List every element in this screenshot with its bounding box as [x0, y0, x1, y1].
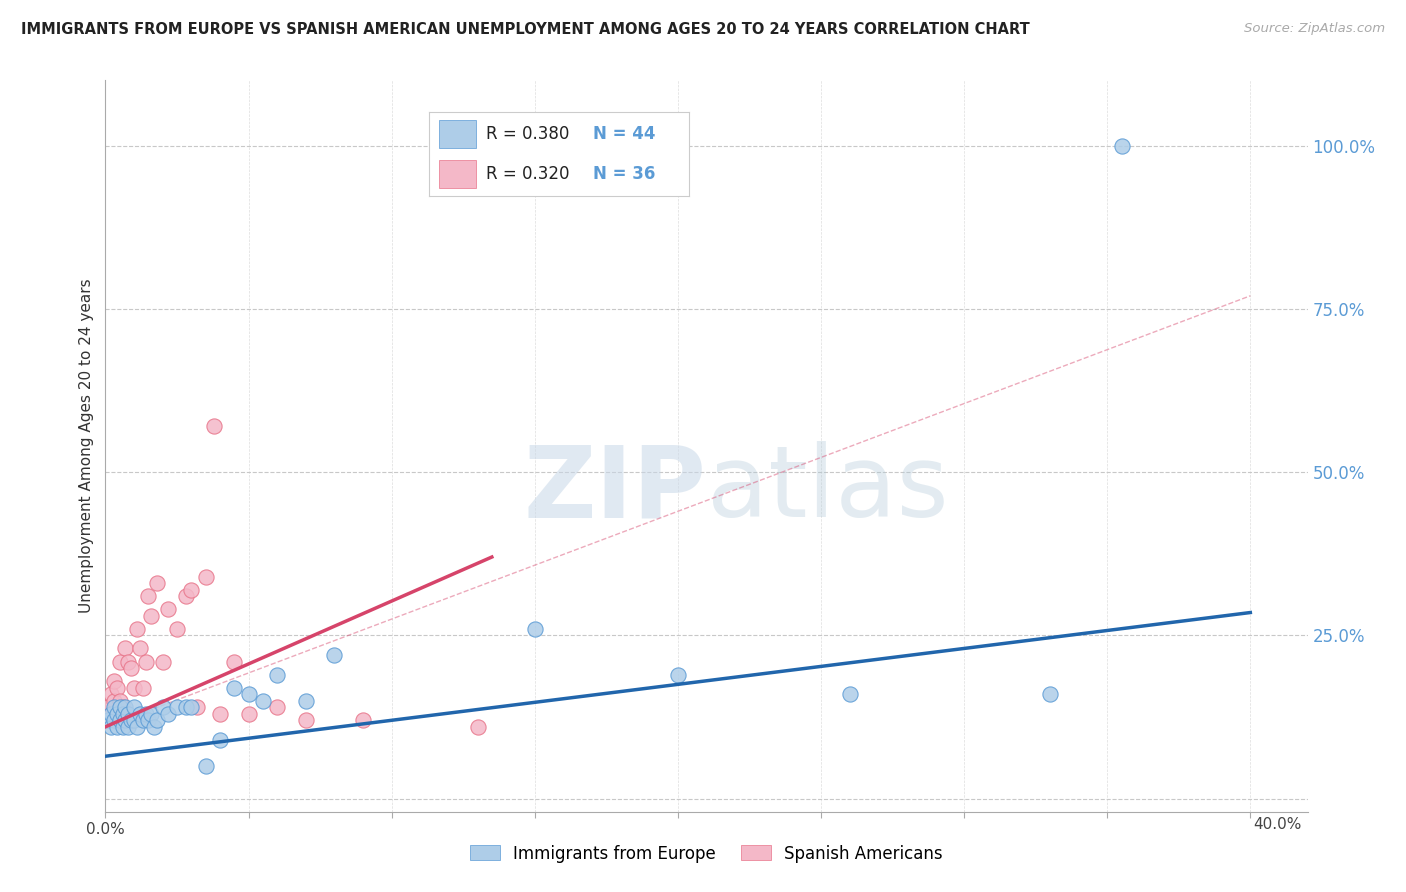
Point	[103, 694, 125, 708]
Point	[152, 655, 174, 669]
Point	[166, 700, 188, 714]
Point	[146, 576, 169, 591]
Point	[108, 700, 131, 714]
Point	[131, 714, 153, 728]
Point	[352, 714, 374, 728]
Point	[114, 641, 136, 656]
Point	[157, 706, 180, 721]
Point	[122, 714, 145, 728]
Point	[194, 759, 217, 773]
Point	[103, 700, 125, 714]
Point	[166, 622, 188, 636]
Point	[100, 706, 122, 721]
Point	[103, 674, 125, 689]
Point	[97, 714, 120, 728]
Point	[100, 687, 122, 701]
Legend: Immigrants from Europe, Spanish Americans: Immigrants from Europe, Spanish American…	[464, 838, 949, 869]
Text: N = 36: N = 36	[593, 165, 655, 183]
Point	[295, 694, 318, 708]
Text: atlas: atlas	[707, 442, 948, 539]
Point	[135, 655, 157, 669]
Point	[323, 648, 346, 662]
Point	[105, 720, 128, 734]
Point	[224, 655, 246, 669]
Point	[238, 706, 260, 721]
Point	[180, 582, 202, 597]
Point	[174, 700, 197, 714]
Point	[141, 608, 163, 623]
Text: Source: ZipAtlas.com: Source: ZipAtlas.com	[1244, 22, 1385, 36]
Point	[108, 655, 131, 669]
Point	[157, 602, 180, 616]
Point	[838, 687, 860, 701]
Point	[180, 700, 202, 714]
Point	[131, 681, 153, 695]
Point	[135, 706, 157, 721]
Point	[295, 714, 318, 728]
Point	[97, 714, 120, 728]
Point	[467, 720, 489, 734]
Point	[138, 589, 160, 603]
Point	[108, 714, 131, 728]
Point	[111, 720, 134, 734]
Point	[174, 589, 197, 603]
Point	[122, 681, 145, 695]
Point	[266, 700, 288, 714]
Point	[108, 694, 131, 708]
Text: 40.0%: 40.0%	[1253, 817, 1302, 832]
Point	[105, 706, 128, 721]
Point	[103, 714, 125, 728]
Point	[224, 681, 246, 695]
Point	[143, 720, 166, 734]
Point	[111, 700, 134, 714]
Point	[208, 706, 231, 721]
Point	[120, 661, 142, 675]
Point	[114, 714, 136, 728]
Point	[666, 667, 689, 681]
Point	[523, 622, 546, 636]
Point	[105, 681, 128, 695]
Point	[100, 720, 122, 734]
Point	[194, 569, 217, 583]
Point	[138, 714, 160, 728]
Point	[117, 720, 139, 734]
Point	[128, 641, 150, 656]
Text: R = 0.320: R = 0.320	[486, 165, 569, 183]
Bar	[439, 120, 475, 148]
Point	[266, 667, 288, 681]
Point	[125, 720, 148, 734]
Point	[238, 687, 260, 701]
Point	[128, 706, 150, 721]
Point	[111, 706, 134, 721]
Point	[117, 706, 139, 721]
Point	[1111, 138, 1133, 153]
Point	[152, 700, 174, 714]
Y-axis label: Unemployment Among Ages 20 to 24 years: Unemployment Among Ages 20 to 24 years	[79, 278, 94, 614]
Text: IMMIGRANTS FROM EUROPE VS SPANISH AMERICAN UNEMPLOYMENT AMONG AGES 20 TO 24 YEAR: IMMIGRANTS FROM EUROPE VS SPANISH AMERIC…	[21, 22, 1029, 37]
Text: N = 44: N = 44	[593, 125, 655, 143]
Point	[202, 419, 225, 434]
Point	[252, 694, 274, 708]
Point	[125, 622, 148, 636]
Bar	[439, 160, 475, 188]
Point	[1039, 687, 1062, 701]
Point	[100, 706, 122, 721]
Point	[186, 700, 208, 714]
Point	[117, 655, 139, 669]
Point	[114, 700, 136, 714]
Text: R = 0.380: R = 0.380	[486, 125, 569, 143]
Point	[208, 732, 231, 747]
Point	[122, 700, 145, 714]
Point	[146, 714, 169, 728]
Point	[141, 706, 163, 721]
Point	[97, 700, 120, 714]
Point	[120, 714, 142, 728]
Text: ZIP: ZIP	[523, 442, 707, 539]
